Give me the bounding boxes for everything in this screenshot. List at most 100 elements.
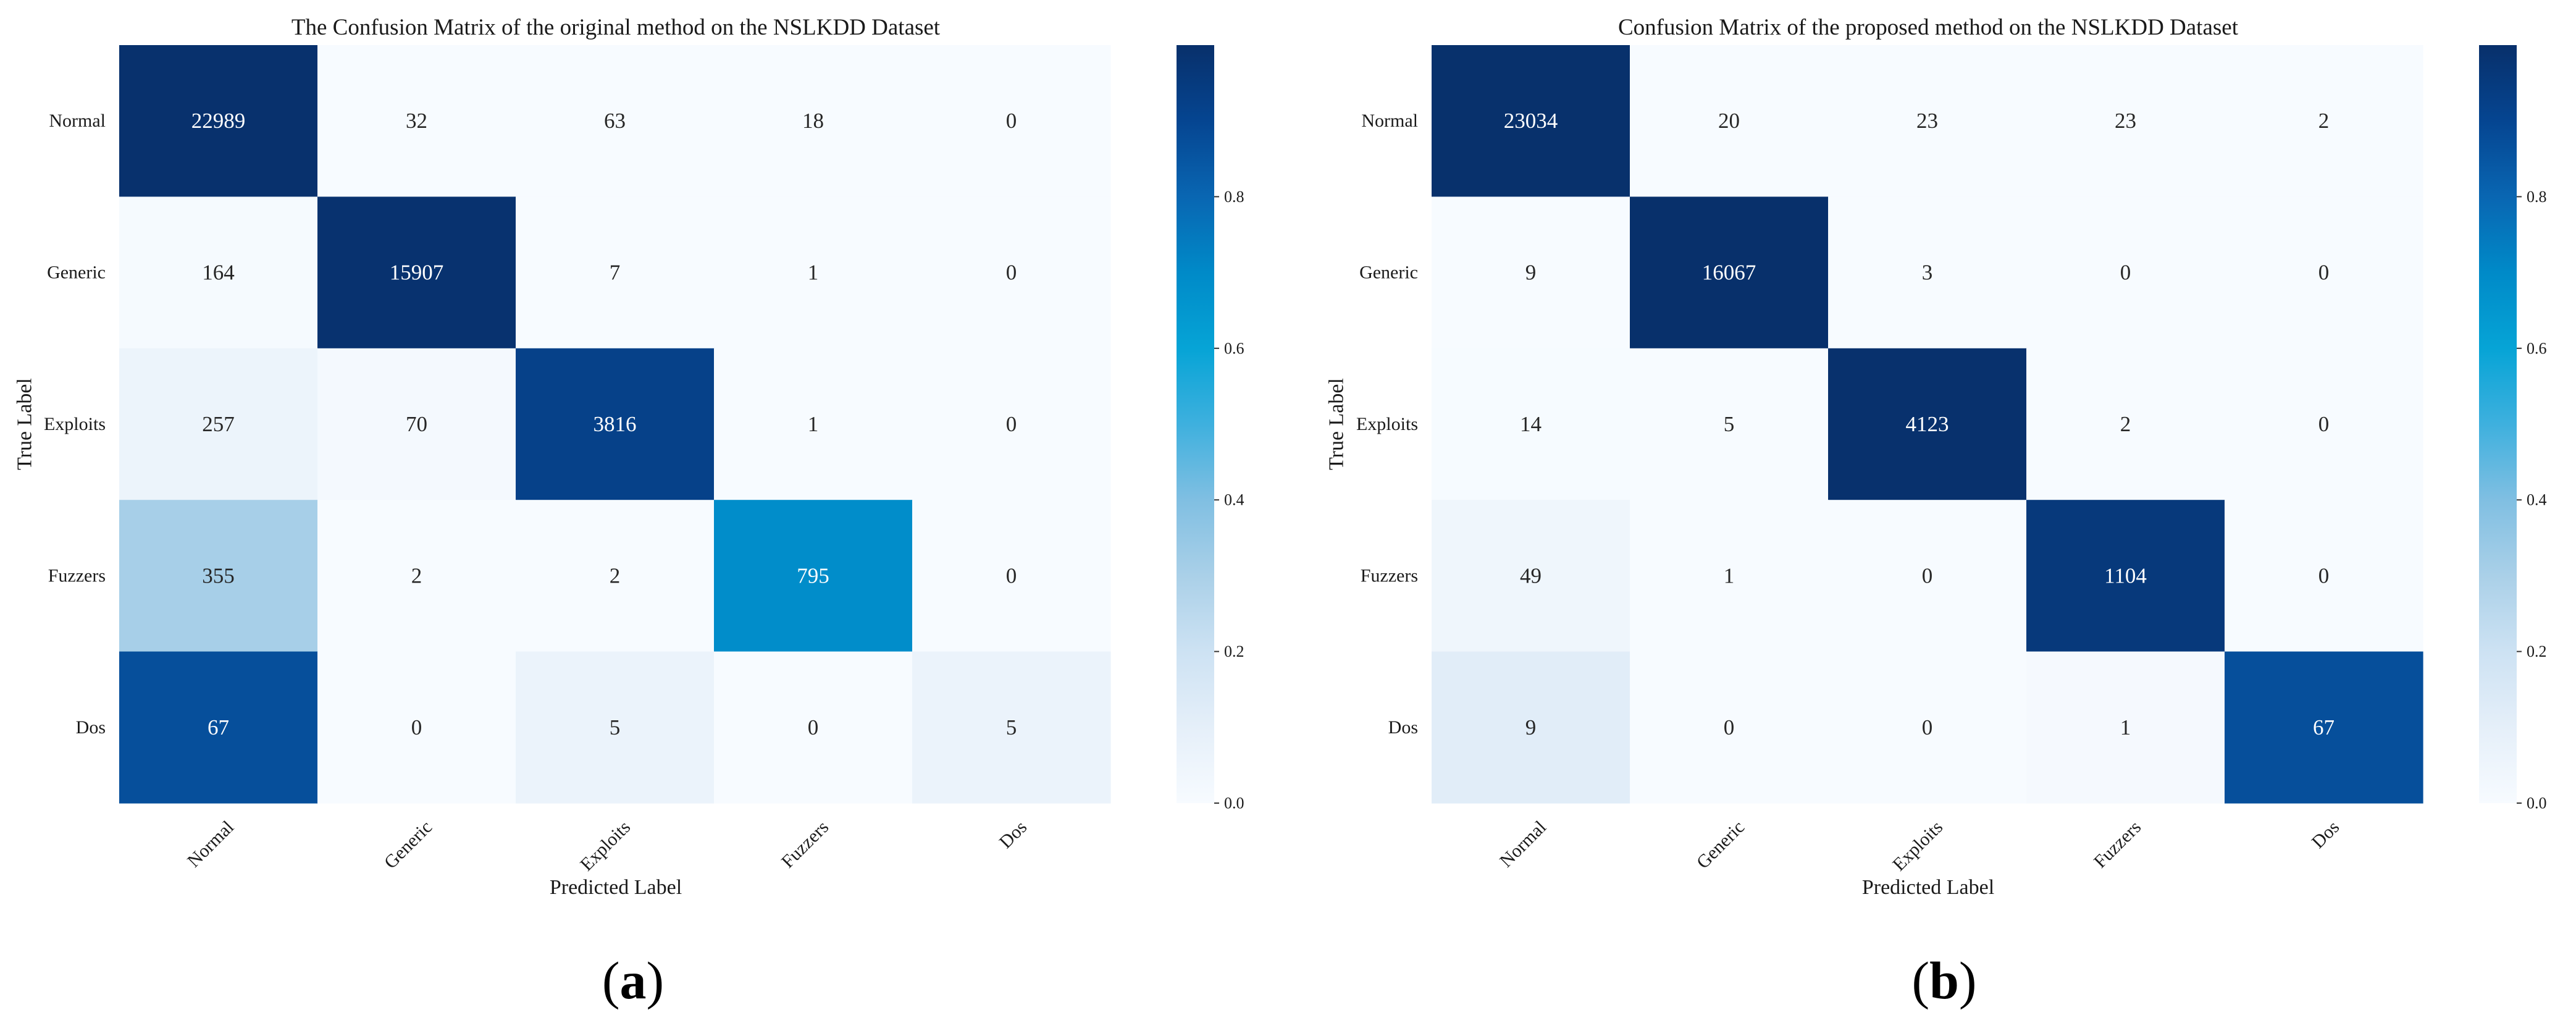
cell-value-label: 0 <box>2318 261 2330 285</box>
x-tick-label: Dos <box>996 817 1031 853</box>
cell-value-label: 2 <box>2318 109 2330 133</box>
cell-value-label: 0 <box>1922 715 1933 739</box>
heatmap-cell <box>119 196 318 349</box>
cell-value-label: 18 <box>802 109 824 133</box>
cell-value-label: 5 <box>1006 715 1017 739</box>
cell-value-label: 0 <box>411 715 422 739</box>
cell-value-label: 70 <box>406 412 427 436</box>
cell-value-label: 1 <box>2120 715 2131 739</box>
heatmap-cell <box>2026 651 2225 804</box>
colorbar-gradient-bar <box>2479 45 2517 803</box>
cell-value-label: 2 <box>411 563 422 588</box>
heatmap-cell <box>516 348 715 500</box>
colorbar-tick-label: 0.6 <box>1224 339 1244 357</box>
cell-value-label: 0 <box>1006 109 1017 133</box>
y-tick-label: Generic <box>1359 263 1418 283</box>
y-axis-label: True Label <box>14 378 36 470</box>
heatmap-cell <box>119 348 318 500</box>
cell-value-label: 22989 <box>191 109 246 133</box>
cell-value-label: 16067 <box>1702 261 1756 285</box>
x-tick-label: Generic <box>1693 817 1748 872</box>
cell-value-label: 67 <box>2313 715 2335 739</box>
y-tick-label: Dos <box>76 717 106 738</box>
cell-value-label: 0 <box>2318 563 2330 588</box>
y-tick-label: Exploits <box>44 414 106 434</box>
cell-value-label: 63 <box>604 109 626 133</box>
heatmap-cell <box>317 45 516 197</box>
colorbar-tick-label: 0.4 <box>2527 491 2547 509</box>
heatmap-cell <box>119 500 318 652</box>
heatmap-cell <box>1432 45 1630 197</box>
cell-value-label: 5 <box>1724 412 1735 436</box>
x-tick-label: Dos <box>2308 817 2344 853</box>
heatmap-cell <box>1828 651 2027 804</box>
cell-value-label: 1 <box>1724 563 1735 588</box>
cell-value-label: 4123 <box>1906 412 1949 436</box>
panel-label-open: ( <box>1911 951 1929 1010</box>
x-tick-label: Exploits <box>1889 817 1947 875</box>
heatmap-cell <box>2225 45 2423 197</box>
cell-value-label: 0 <box>1006 261 1017 285</box>
heatmap-cell <box>1828 348 2027 500</box>
heatmap-cell <box>1432 651 1630 804</box>
cell-value-label: 257 <box>202 412 235 436</box>
cell-value-label: 355 <box>202 563 235 588</box>
heatmap-cell <box>912 651 1111 804</box>
colorbar-tick-label: 0.8 <box>1224 188 1244 206</box>
cell-value-label: 49 <box>1520 563 1542 588</box>
heatmap-cell <box>317 500 516 652</box>
x-tick-label: Fuzzers <box>778 817 833 872</box>
cell-value-label: 0 <box>1006 412 1017 436</box>
panel-label: (a) <box>602 951 664 1010</box>
heatmap-cell <box>1432 348 1630 500</box>
heatmap-cell <box>1432 500 1630 652</box>
heatmap-cell <box>714 651 913 804</box>
cell-value-label: 2 <box>2120 412 2131 436</box>
heatmap-cell <box>1828 45 2027 197</box>
cell-value-label: 5 <box>610 715 621 739</box>
y-tick-label: Dos <box>1388 717 1418 738</box>
cell-value-label: 2 <box>610 563 621 588</box>
heatmap-cell <box>1630 196 1829 349</box>
panel-label-open: ( <box>602 951 620 1010</box>
colorbar-tick-label: 0.2 <box>2527 642 2547 660</box>
cell-value-label: 20 <box>1718 109 1740 133</box>
confusion-matrix-panel-a: The Confusion Matrix of the original met… <box>14 15 1244 1010</box>
colorbar-tick-label: 0.0 <box>1224 794 1244 812</box>
heatmap-cell <box>2026 500 2225 652</box>
heatmap-cell <box>2225 500 2423 652</box>
cell-value-label: 0 <box>1006 563 1017 588</box>
cell-value-label: 3 <box>1922 261 1933 285</box>
cell-value-label: 15907 <box>390 261 444 285</box>
cell-value-label: 1 <box>808 261 819 285</box>
heatmap-cell <box>317 348 516 500</box>
cell-value-label: 14 <box>1520 412 1542 436</box>
colorbar: 0.0 0.2 0.4 0.6 0.8 <box>2479 45 2547 812</box>
heatmap-cell <box>1630 500 1829 652</box>
heatmap-cell <box>2225 348 2423 500</box>
y-tick-label: Exploits <box>1356 414 1418 434</box>
colorbar-tick-label: 0.6 <box>2527 339 2547 357</box>
cell-value-label: 7 <box>610 261 621 285</box>
heatmap-cell <box>516 196 715 349</box>
heatmap-cell <box>317 651 516 804</box>
chart-title: The Confusion Matrix of the original met… <box>292 15 941 40</box>
heatmap-cell <box>912 45 1111 197</box>
cell-value-label: 0 <box>1724 715 1735 739</box>
colorbar-tick-label: 0.8 <box>2527 188 2547 206</box>
heatmap-cell <box>2225 196 2423 349</box>
y-tick-label: Generic <box>47 263 106 283</box>
heatmap-cell <box>714 196 913 349</box>
heatmap-cell <box>2026 348 2225 500</box>
x-tick-label: Generic <box>380 817 436 872</box>
heatmap-cell <box>714 348 913 500</box>
heatmap-cell <box>714 45 913 197</box>
panel-label-letter: b <box>1929 951 1959 1010</box>
cell-value-label: 795 <box>797 563 829 588</box>
cell-value-label: 0 <box>1922 563 1933 588</box>
cell-value-label: 23034 <box>1504 109 1558 133</box>
panel-label-letter: a <box>620 951 647 1010</box>
heatmap-cell <box>1828 500 2027 652</box>
cell-value-label: 1 <box>808 412 819 436</box>
